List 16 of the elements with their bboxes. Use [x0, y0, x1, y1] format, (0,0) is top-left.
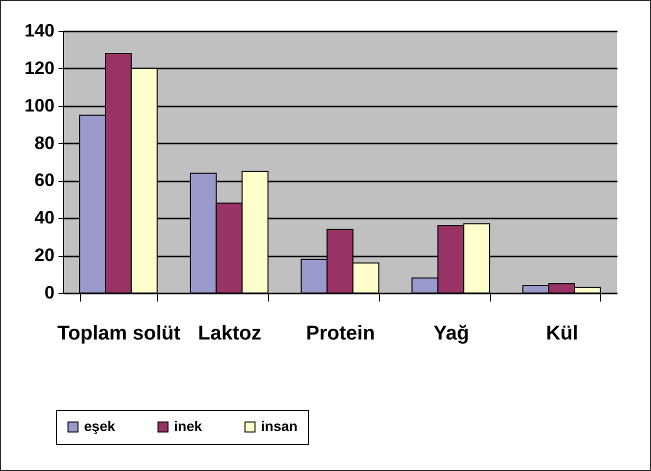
x-tick-label: Protein: [306, 322, 375, 344]
x-tick-label: Laktoz: [198, 322, 262, 344]
y-tick-label: 120: [24, 58, 54, 78]
x-tick-label: Kül: [546, 322, 578, 344]
legend-label: inek: [174, 418, 202, 434]
x-tick-label: Toplam solüt: [57, 322, 181, 344]
y-tick-label: 40: [34, 208, 54, 228]
y-tick-label: 80: [34, 132, 54, 153]
legend-label: eşek: [84, 418, 116, 434]
y-tick-label: 140: [24, 20, 54, 40]
x-tick-label: Yağ: [434, 322, 470, 344]
y-tick-label: 100: [24, 95, 54, 116]
y-tick-label: 60: [34, 170, 54, 190]
y-tick-label: 20: [34, 245, 54, 266]
legend-label: insan: [261, 418, 298, 434]
y-tick-label: 0: [44, 282, 54, 302]
